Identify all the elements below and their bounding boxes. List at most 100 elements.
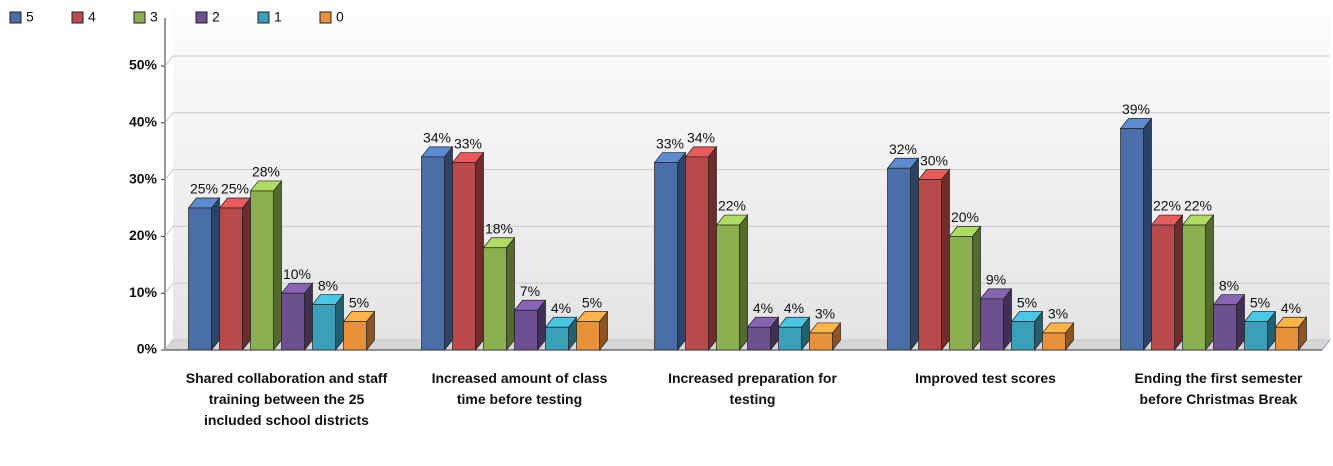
bar <box>1151 224 1175 351</box>
value-label: 3% <box>815 306 835 322</box>
bar <box>250 190 274 351</box>
value-label: 8% <box>318 277 338 293</box>
bar <box>281 292 305 351</box>
value-label: 28% <box>252 164 280 180</box>
value-label: 18% <box>485 220 513 236</box>
legend-swatch <box>195 11 208 24</box>
value-label: 34% <box>687 130 715 146</box>
value-label: 22% <box>1184 198 1212 214</box>
x-tick-label: Increased amount of class time before te… <box>431 370 608 407</box>
legend-swatch <box>257 11 270 24</box>
value-label: 4% <box>1281 300 1301 316</box>
value-label: 5% <box>582 294 602 310</box>
bar-side <box>1143 117 1152 351</box>
bar-side <box>211 197 220 351</box>
legend-label: 5 <box>26 9 34 25</box>
legend-label: 1 <box>274 9 282 25</box>
value-label: 25% <box>190 181 218 197</box>
x-tick-label: Ending the first semester before Christm… <box>1134 370 1303 407</box>
value-label: 8% <box>1219 277 1239 293</box>
bar <box>1042 332 1066 351</box>
bar-side <box>304 282 313 351</box>
value-label: 22% <box>718 198 746 214</box>
bar-side <box>1003 287 1012 351</box>
bar <box>1120 128 1144 351</box>
legend-swatch <box>319 11 332 24</box>
bar <box>980 298 1004 351</box>
bar <box>1011 321 1035 351</box>
y-tick-label: 40% <box>129 114 158 130</box>
bar-side <box>444 145 453 351</box>
bar-side <box>1205 214 1214 351</box>
value-label: 30% <box>920 152 948 168</box>
legend-swatch <box>133 11 146 24</box>
value-label: 39% <box>1122 101 1150 117</box>
bar-side <box>242 197 251 351</box>
value-label: 7% <box>520 283 540 299</box>
value-label: 5% <box>1017 294 1037 310</box>
bar <box>545 326 569 351</box>
bar <box>514 309 538 351</box>
bar <box>809 332 833 351</box>
bar-side <box>475 151 484 351</box>
bar <box>1244 321 1268 351</box>
bar <box>452 162 476 351</box>
value-label: 5% <box>1250 294 1270 310</box>
bar <box>778 326 802 351</box>
value-label: 32% <box>889 141 917 157</box>
bar <box>219 207 243 351</box>
value-label: 4% <box>784 300 804 316</box>
bar-side <box>941 168 950 351</box>
bar <box>716 224 740 351</box>
y-tick-label: 10% <box>129 284 158 300</box>
bar <box>918 179 942 351</box>
value-label: 22% <box>1153 198 1181 214</box>
legend-swatch <box>71 11 84 24</box>
value-label: 9% <box>986 272 1006 288</box>
bar-side <box>910 157 919 351</box>
bar-side <box>273 179 282 351</box>
value-label: 33% <box>656 135 684 151</box>
x-tick-label: Increased preparation for testing <box>668 370 837 407</box>
value-label: 10% <box>283 266 311 282</box>
y-tick-label: 0% <box>137 341 158 357</box>
bar <box>188 207 212 351</box>
bar-side <box>677 151 686 351</box>
legend-label: 3 <box>150 9 158 25</box>
y-tick-label: 20% <box>129 227 158 243</box>
bar <box>576 321 600 351</box>
value-label: 4% <box>753 300 773 316</box>
bar <box>343 321 367 351</box>
y-tick-label: 50% <box>129 57 158 73</box>
bar <box>747 326 771 351</box>
value-label: 20% <box>951 209 979 225</box>
bar <box>949 236 973 351</box>
bar-side <box>739 214 748 351</box>
value-label: 5% <box>349 294 369 310</box>
y-tick-label: 30% <box>129 170 158 186</box>
x-tick-label: Improved test scores <box>915 370 1056 386</box>
bar <box>887 167 911 351</box>
bar-side <box>972 225 981 351</box>
bar <box>483 247 507 351</box>
legend-label: 2 <box>212 9 220 25</box>
bar <box>654 162 678 351</box>
bar <box>1182 224 1206 351</box>
bar <box>312 304 336 351</box>
value-label: 25% <box>221 181 249 197</box>
bar <box>1213 304 1237 351</box>
bar <box>421 156 445 351</box>
value-label: 3% <box>1048 306 1068 322</box>
value-label: 34% <box>423 130 451 146</box>
grid-line <box>164 55 1330 67</box>
legend-label: 0 <box>336 9 344 25</box>
bar-side <box>1174 214 1183 351</box>
bar-side <box>506 236 515 351</box>
bar-side <box>708 145 717 351</box>
x-tick-label: Shared collaboration and staff training … <box>185 370 388 428</box>
bar <box>685 156 709 351</box>
legend-swatch <box>9 11 22 24</box>
bar <box>1275 326 1299 351</box>
